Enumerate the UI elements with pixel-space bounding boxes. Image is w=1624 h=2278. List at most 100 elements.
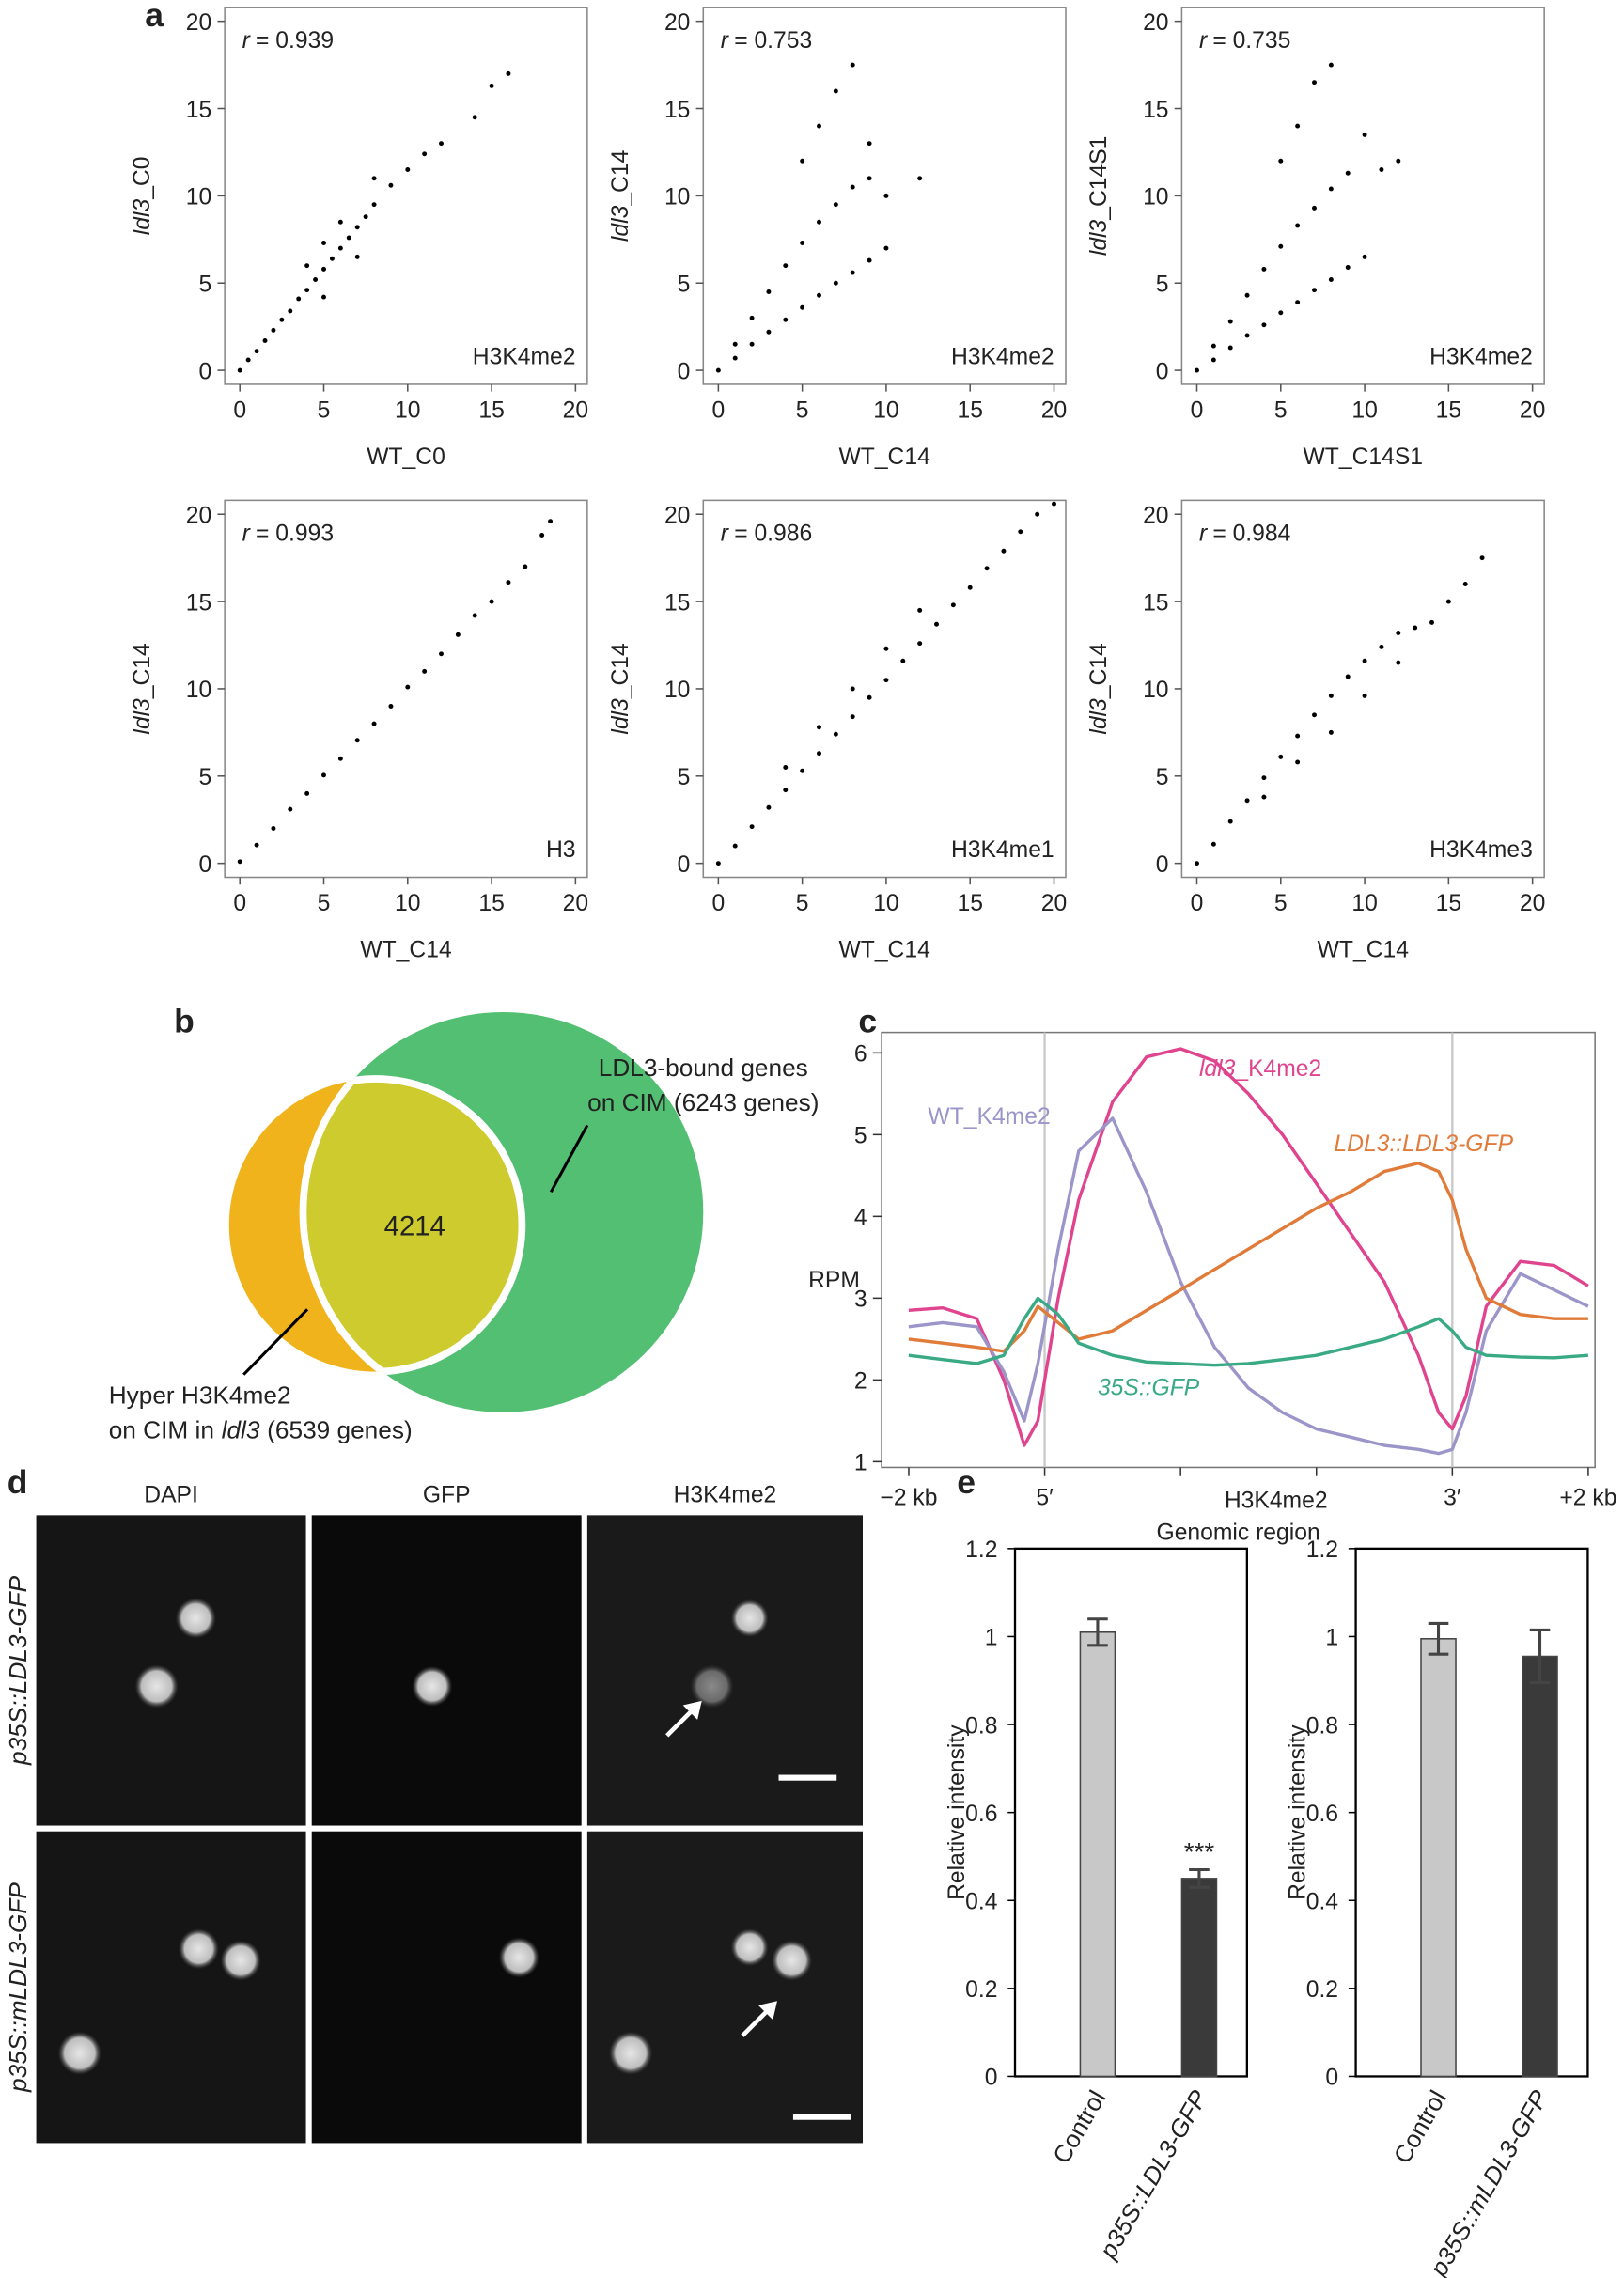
point bbox=[1227, 345, 1233, 351]
point bbox=[1261, 266, 1267, 272]
point bbox=[1261, 794, 1267, 800]
x-tick-label: 0 bbox=[1191, 891, 1204, 916]
point bbox=[288, 308, 293, 314]
x-tick-label: 5 bbox=[318, 398, 331, 423]
y-tick-label: 1 bbox=[1325, 1626, 1338, 1651]
x-axis-label: Genomic region bbox=[1157, 1521, 1320, 1546]
y-axis-label-part: ldl3 bbox=[1086, 698, 1112, 735]
point bbox=[984, 566, 990, 571]
y-tick-label: 4 bbox=[854, 1206, 867, 1231]
annotation-part: = 0.735 bbox=[1212, 28, 1290, 54]
point bbox=[1379, 167, 1384, 172]
y-axis-label-part: _C14 bbox=[608, 150, 633, 207]
point bbox=[833, 88, 838, 94]
point bbox=[1001, 548, 1007, 554]
y-tick-label: 0.4 bbox=[965, 1890, 997, 1915]
y-tick-label: 0.6 bbox=[1306, 1802, 1338, 1827]
x-tick-label: 0 bbox=[1191, 398, 1204, 423]
point bbox=[850, 686, 855, 692]
plot-frame bbox=[881, 1031, 1596, 1469]
set-label-part: on CIM in bbox=[109, 1416, 214, 1444]
nucleus bbox=[220, 1940, 261, 1981]
annotation-part: r bbox=[242, 28, 252, 54]
point bbox=[817, 725, 821, 730]
micrograph bbox=[311, 1831, 582, 2144]
point bbox=[405, 167, 411, 172]
plot-frame bbox=[702, 499, 1067, 879]
point bbox=[1227, 819, 1233, 824]
column-label: DAPI bbox=[144, 1482, 198, 1507]
y-tick-label: 20 bbox=[664, 503, 690, 528]
point bbox=[1362, 693, 1367, 698]
point bbox=[439, 651, 444, 657]
point bbox=[337, 245, 343, 251]
set-label: on CIM in ldl3 (6539 genes) bbox=[109, 1416, 413, 1444]
annotation: r = 0.753 bbox=[721, 28, 812, 54]
point bbox=[783, 788, 789, 793]
x-tick-label: 0 bbox=[233, 891, 246, 916]
point bbox=[523, 564, 528, 570]
y-tick-label: 20 bbox=[1143, 10, 1168, 36]
scale-bar bbox=[778, 1774, 837, 1781]
point bbox=[817, 123, 821, 129]
point bbox=[766, 804, 772, 810]
point bbox=[1227, 319, 1233, 324]
point bbox=[439, 141, 444, 147]
point bbox=[1244, 292, 1250, 298]
nucleus bbox=[175, 1598, 216, 1639]
point bbox=[237, 367, 242, 373]
x-tick-label: 5 bbox=[318, 891, 331, 916]
point bbox=[1210, 357, 1216, 363]
y-tick-label: 15 bbox=[1143, 98, 1168, 123]
y-axis-label: ldl3_C14S1 bbox=[1086, 136, 1112, 257]
point bbox=[1295, 123, 1301, 129]
annotation-part: = 0.993 bbox=[256, 522, 334, 547]
point bbox=[1345, 265, 1351, 270]
point bbox=[321, 772, 326, 778]
nucleus bbox=[730, 1928, 769, 1967]
point bbox=[715, 861, 721, 866]
column-label: GFP bbox=[423, 1482, 471, 1507]
point bbox=[867, 694, 872, 700]
x-tick-label: p35S::LDL3-GFP bbox=[1093, 2085, 1212, 2264]
y-tick-label: 0 bbox=[1156, 359, 1169, 384]
x-tick-label: 10 bbox=[873, 891, 898, 916]
panel-label: d bbox=[8, 1463, 28, 1501]
x-tick-label: 5 bbox=[1274, 891, 1288, 916]
x-tick-label: 10 bbox=[1351, 891, 1377, 916]
x-tick-label: 20 bbox=[1041, 891, 1067, 916]
y-axis-label: Relative intensity bbox=[1286, 1724, 1311, 1900]
point bbox=[817, 292, 821, 298]
leader bbox=[549, 1124, 589, 1194]
point bbox=[1295, 759, 1301, 765]
mark-label: H3K4me1 bbox=[951, 837, 1054, 863]
point bbox=[304, 790, 310, 796]
point bbox=[800, 304, 805, 310]
point bbox=[732, 843, 738, 849]
x-tick-label: 15 bbox=[1436, 398, 1461, 423]
mark-label: H3K4me3 bbox=[1429, 837, 1533, 863]
micrograph bbox=[586, 1831, 863, 2144]
point bbox=[371, 176, 377, 181]
significance: *** bbox=[1184, 1837, 1215, 1866]
annotation-part: r bbox=[721, 28, 730, 54]
point bbox=[1035, 511, 1040, 517]
point bbox=[1379, 644, 1384, 649]
y-tick-label: 10 bbox=[186, 185, 211, 211]
x-axis-label: WT_C14S1 bbox=[1304, 445, 1424, 470]
y-tick-label: 10 bbox=[186, 678, 211, 703]
arrow-head bbox=[682, 1700, 702, 1720]
point bbox=[1312, 205, 1317, 211]
point bbox=[850, 184, 855, 190]
set-label: LDL3-bound genes bbox=[599, 1053, 808, 1082]
y-tick-label: 0 bbox=[1325, 2066, 1338, 2091]
x-tick-label: 10 bbox=[395, 398, 420, 423]
point bbox=[1195, 861, 1199, 866]
point bbox=[900, 658, 906, 663]
series-label-part: 35S::GFP bbox=[1098, 1375, 1200, 1400]
y-axis-label-part: _C14 bbox=[1086, 643, 1112, 699]
point bbox=[783, 263, 789, 269]
point bbox=[1413, 625, 1418, 631]
series-label: 35S::GFP bbox=[1098, 1375, 1200, 1400]
point bbox=[279, 317, 285, 322]
